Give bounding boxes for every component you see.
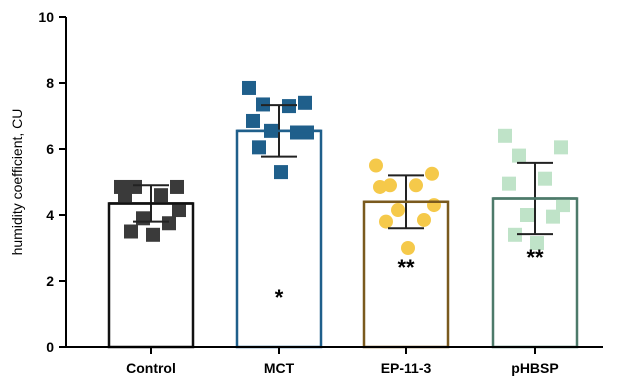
- y-axis-title: humidity coefficient, CU: [9, 109, 25, 256]
- data-point: [556, 198, 570, 213]
- data-point: [373, 179, 387, 194]
- x-tick-label: Control: [126, 360, 176, 376]
- data-point: [298, 95, 312, 110]
- data-point: [369, 158, 383, 173]
- data-point: [146, 227, 160, 242]
- y-tick-label: 0: [46, 339, 54, 355]
- data-point: [162, 216, 176, 231]
- significance-marks: *** **: [275, 245, 544, 310]
- data-point: [172, 203, 186, 218]
- data-point: [554, 140, 568, 155]
- significance-mark: **: [526, 245, 544, 270]
- data-point: [502, 176, 516, 191]
- error-bars: [109, 104, 577, 236]
- data-point: [242, 80, 256, 95]
- data-point: [512, 148, 526, 163]
- x-tick-label: pHBSP: [511, 360, 558, 376]
- data-point: [124, 224, 138, 239]
- data-point: [290, 125, 304, 140]
- data-points: [114, 80, 570, 255]
- y-tick-label: 10: [38, 9, 54, 25]
- x-tick-label: MCT: [264, 360, 295, 376]
- data-point: [546, 209, 560, 224]
- data-point: [508, 227, 522, 242]
- data-point: [252, 140, 266, 155]
- bars: [107, 129, 579, 349]
- data-point: [425, 166, 439, 181]
- data-point: [136, 211, 150, 226]
- data-point: [538, 171, 552, 186]
- data-point: [118, 188, 132, 203]
- significance-mark: *: [275, 285, 284, 310]
- y-tick-label: 4: [46, 207, 54, 223]
- y-tick-label: 2: [46, 273, 54, 289]
- data-point: [530, 236, 544, 251]
- significance-mark: **: [397, 255, 415, 280]
- y-tick-label: 6: [46, 141, 54, 157]
- bar: [107, 202, 195, 349]
- data-point: [246, 113, 260, 128]
- data-point: [401, 241, 415, 255]
- y-axis: 0 2 4 6 8 10: [38, 9, 67, 355]
- data-point: [427, 198, 441, 213]
- x-axis: Control MCT EP-11-3 pHBSP: [66, 346, 603, 376]
- y-tick-label: 8: [46, 75, 54, 91]
- data-point: [379, 214, 393, 229]
- data-point: [391, 203, 405, 218]
- data-point: [170, 179, 184, 194]
- data-point: [498, 128, 512, 143]
- data-point: [409, 178, 423, 193]
- bar: [235, 129, 323, 349]
- data-point: [154, 188, 168, 203]
- data-point: [417, 212, 431, 227]
- data-point: [274, 165, 288, 180]
- x-tick-label: EP-11-3: [381, 360, 432, 376]
- data-point: [520, 208, 534, 222]
